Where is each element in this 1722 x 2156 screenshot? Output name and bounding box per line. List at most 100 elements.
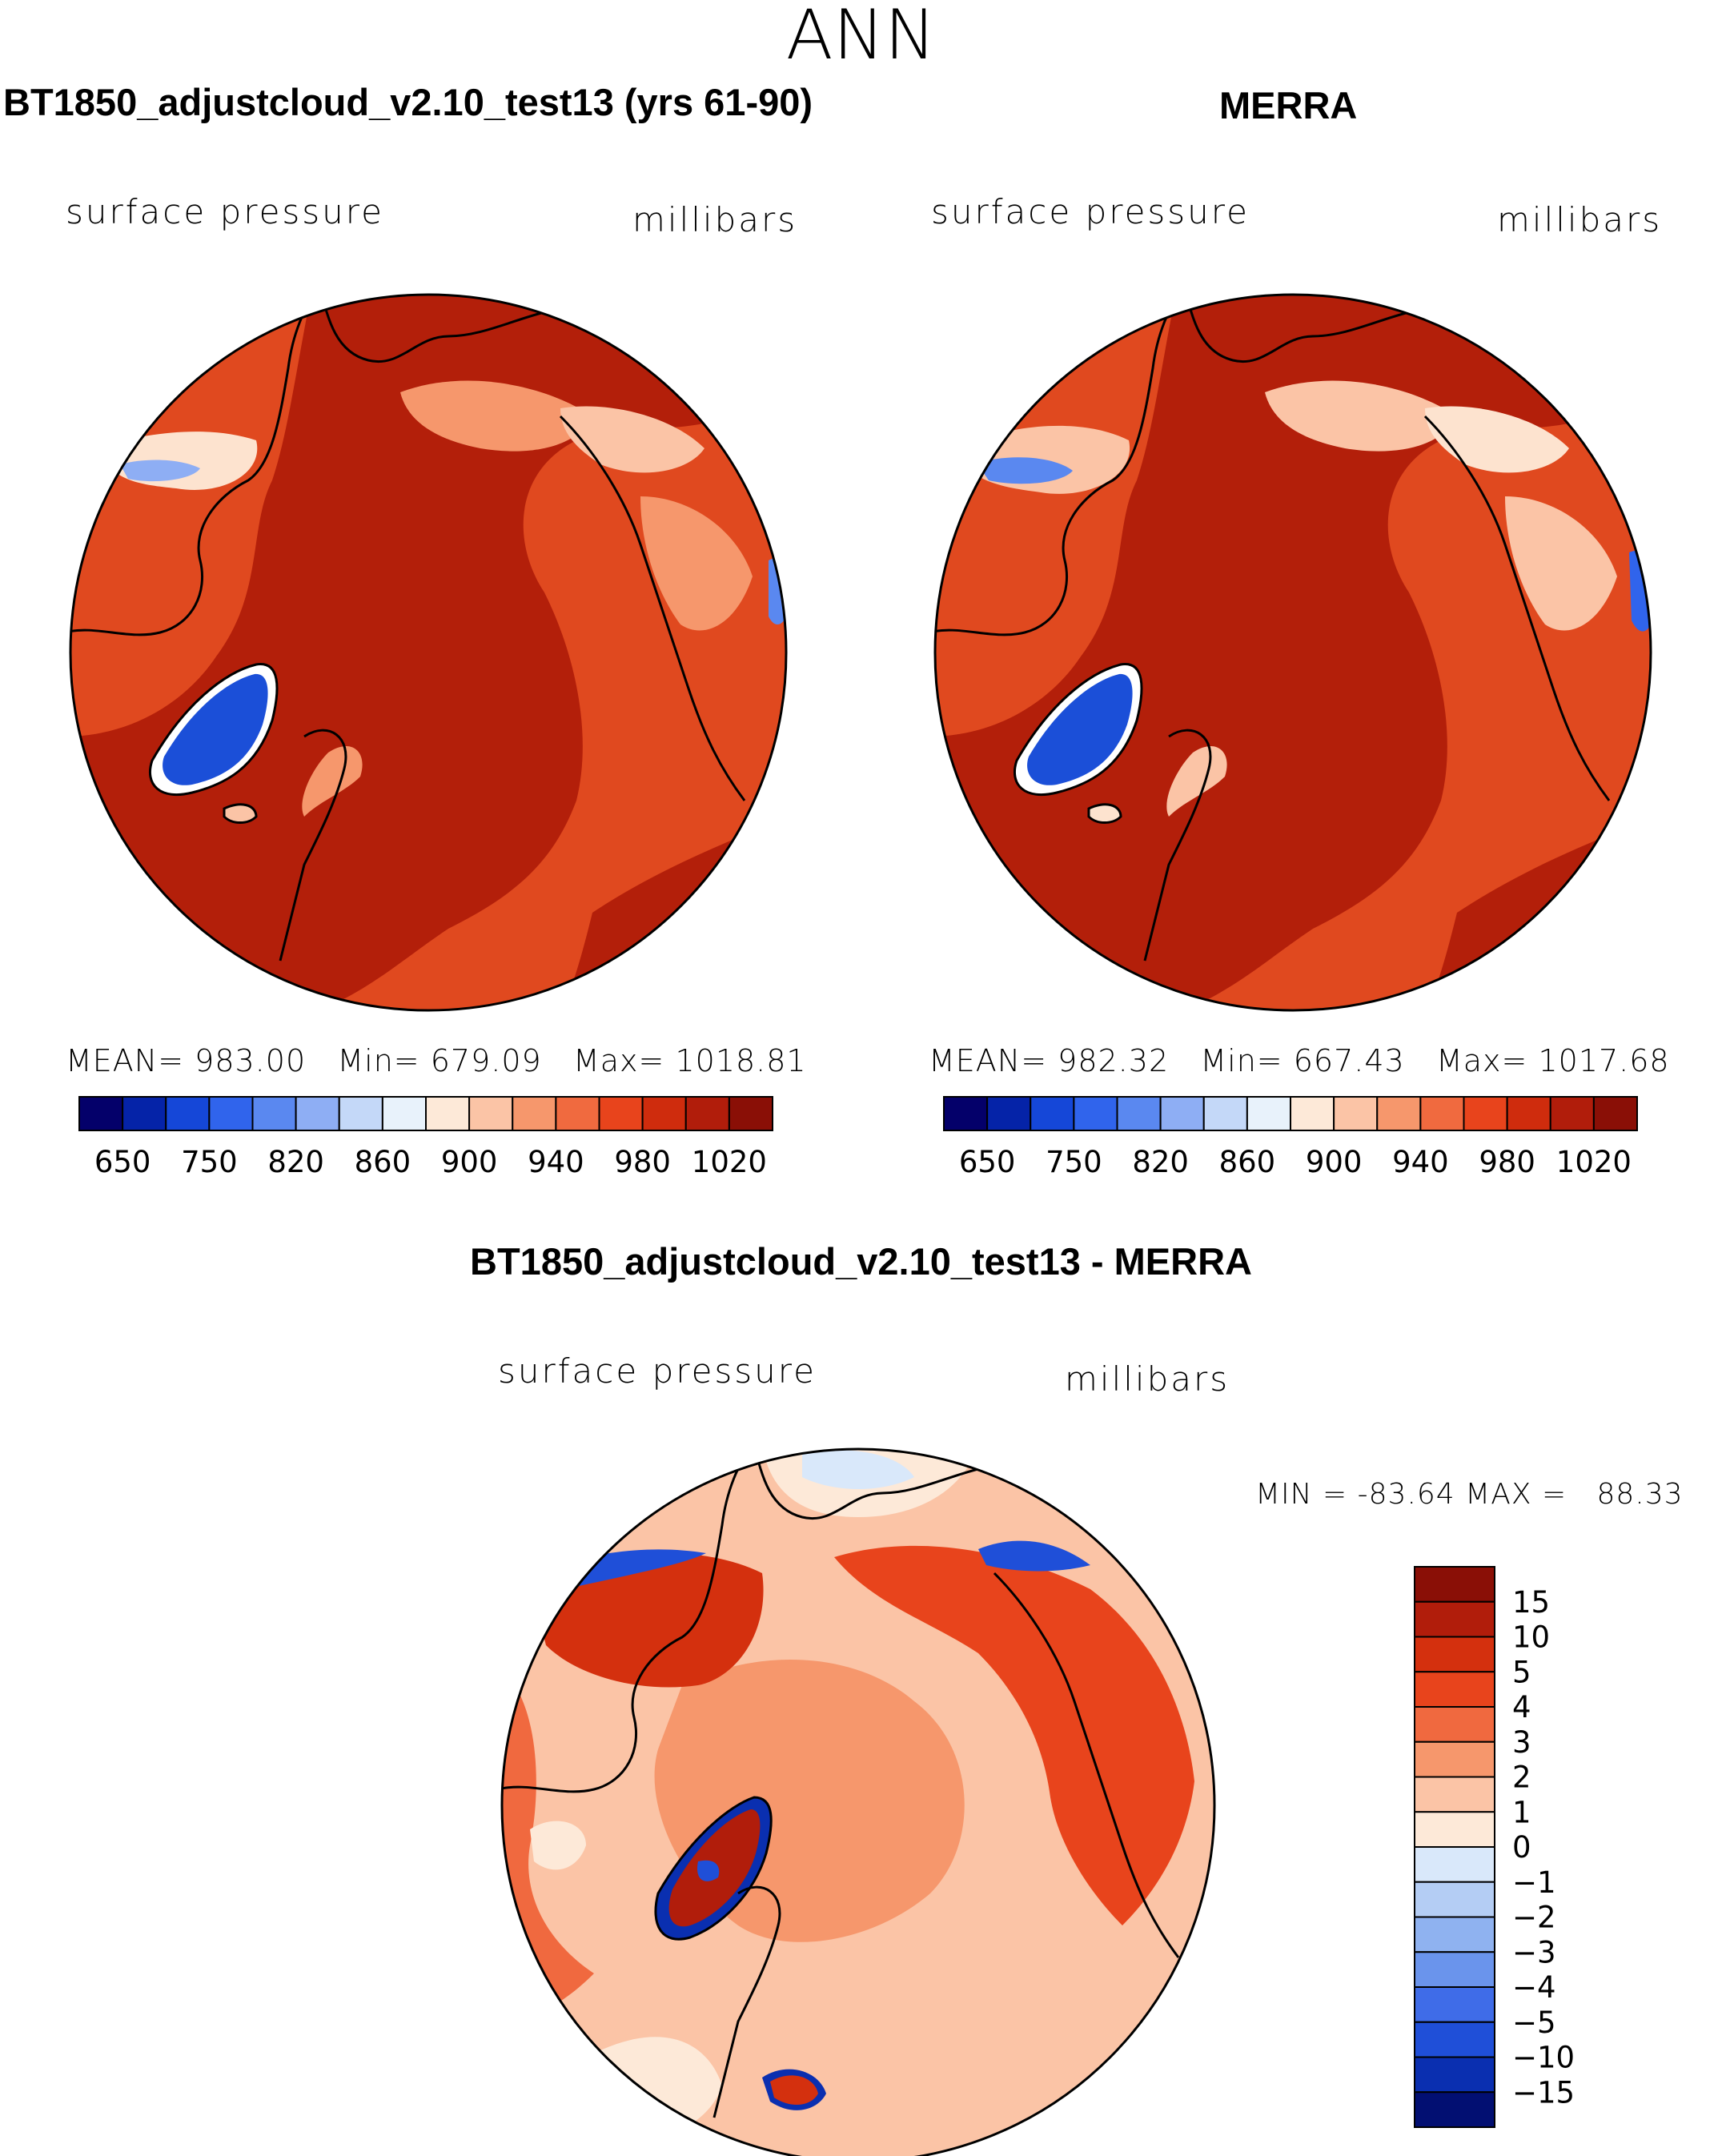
panel-right-colorbar-swatch [943, 1096, 989, 1131]
panel-right-units: millibars [1497, 200, 1663, 239]
arctic-ocean [70, 295, 786, 1010]
panel-right-colorbar-swatch [1030, 1096, 1075, 1131]
diff-colorbar-swatch [1414, 2056, 1495, 2094]
diff-colorbar-label: −2 [1512, 1901, 1556, 1935]
panel-left-colorbar-label: 900 [441, 1145, 498, 1179]
diff-colorbar-swatch [1414, 2091, 1495, 2128]
panel-right-colorbar-label: 1020 [1556, 1145, 1632, 1179]
diff-colorbar-swatch [1414, 1740, 1495, 1778]
highland-west-na [1505, 496, 1617, 631]
diff-alaska [978, 1540, 1090, 1572]
panel-right-colorbar-swatch [1159, 1096, 1205, 1131]
diff-colorbar-label: −4 [1512, 1970, 1556, 2005]
diff-colorbar-label: 15 [1512, 1585, 1550, 1620]
highland-mexico [1629, 550, 1651, 632]
highland-rockies [1425, 406, 1569, 473]
scandinavia [1166, 745, 1227, 817]
panel-left-colorbar-label: 940 [528, 1145, 584, 1179]
diff-colorbar-swatch [1414, 1846, 1495, 1883]
panel-left-colorbar-label: 820 [267, 1145, 324, 1179]
panel-left-colorbar-label: 750 [181, 1145, 238, 1179]
diff-colorbar-label: 4 [1512, 1690, 1531, 1724]
diff-scandinavia [530, 1821, 586, 1870]
panel-right-colorbar-swatch [1419, 1096, 1465, 1131]
panel-right-colorbar-swatch [1506, 1096, 1551, 1131]
highland-ridge [1265, 380, 1457, 452]
diff-colorbar-label: 3 [1512, 1725, 1531, 1760]
diff-colorbar-label: 1 [1512, 1795, 1531, 1829]
diff-colorbar-swatch [1414, 1600, 1495, 1638]
diff-colorbar-label: −1 [1512, 1865, 1556, 1900]
diff-colorbar-swatch [1414, 1811, 1495, 1848]
panel-right-colorbar-swatch [1116, 1096, 1162, 1131]
panel-left-colorbar-swatch [78, 1096, 124, 1131]
panel-right-colorbar-swatch [1290, 1096, 1335, 1131]
panel-right-colorbar-swatch [986, 1096, 1032, 1131]
greenland [163, 673, 268, 785]
scandinavia [302, 745, 363, 817]
panel-left-colorbar-swatch [728, 1096, 773, 1131]
panel-right-stats: MEAN= 982.32 Min= 667.43 Max= 1017.68 [929, 1043, 1670, 1078]
panel-right-colorbar-swatch [1246, 1096, 1291, 1131]
panel-right-colorbar-label: 900 [1306, 1145, 1363, 1179]
panel-right-variable: surface pressure [931, 192, 1250, 231]
panel-right-colorbar-swatch [1376, 1096, 1422, 1131]
panel-right-colorbar-swatch [1592, 1096, 1638, 1131]
greenland [1027, 673, 1133, 785]
panel-right-colorbar-label: 860 [1219, 1145, 1276, 1179]
panel-left-colorbar-swatch [295, 1096, 340, 1131]
panel-left-title: BT1850_adjustcloud_v2.10_test13 (yrs 61-… [3, 81, 813, 123]
diff-colorbar-swatch [1414, 1566, 1495, 1603]
diff-colorbar-label: −10 [1512, 2041, 1575, 2075]
panel-left-colorbar-swatch [512, 1096, 557, 1131]
iceland [1089, 804, 1121, 823]
diff-colorbar-swatch [1414, 1881, 1495, 1918]
panel-left-colorbar-swatch [165, 1096, 211, 1131]
panel-left-units: millibars [632, 200, 798, 239]
map-boundary [933, 293, 1652, 1012]
panel-right-colorbar-label: 650 [959, 1145, 1016, 1179]
diff-colorbar-label: 0 [1512, 1830, 1531, 1865]
panel-right-colorbar-label: 980 [1479, 1145, 1535, 1179]
diff-colorbar-label: 10 [1512, 1620, 1550, 1655]
panel-left-colorbar-label: 1020 [692, 1145, 767, 1179]
diff-units: millibars [1065, 1359, 1230, 1399]
panel-left-map [69, 293, 788, 1012]
diff-north-america [834, 1545, 1194, 1925]
diff-colorbar-label: 2 [1512, 1761, 1531, 1795]
highland-west-na [640, 496, 753, 631]
highland-rockies [560, 406, 704, 473]
diff-colorbar-label: 5 [1512, 1655, 1531, 1689]
coastlines [70, 295, 746, 962]
coastlines [935, 295, 1611, 962]
tibet-region [977, 457, 1073, 484]
diff-colorbar-swatch [1414, 1916, 1495, 1953]
panel-left-colorbar-swatch [208, 1096, 254, 1131]
panel-left-colorbar-swatch [468, 1096, 514, 1131]
panel-right-colorbar-label: 820 [1132, 1145, 1189, 1179]
panel-right-colorbar-swatch [1549, 1096, 1595, 1131]
main-title: ANN [785, 0, 937, 75]
panel-left-colorbar-label: 860 [355, 1145, 411, 1179]
diff-scandinavia-core [770, 2075, 818, 2106]
diff-colorbar-swatch [1414, 1636, 1495, 1673]
diff-coastlines [502, 1449, 1180, 2118]
panel-left-colorbar-swatch [251, 1096, 297, 1131]
panel-right-colorbar-swatch [1463, 1096, 1508, 1131]
panel-right-colorbar-label: 750 [1046, 1145, 1102, 1179]
diff-colorbar-swatch [1414, 1776, 1495, 1813]
panel-left-colorbar-label: 980 [614, 1145, 671, 1179]
arctic-ocean [935, 295, 1651, 1010]
diff-pacific-blue [802, 1450, 914, 1489]
diff-colorbar-label: −3 [1512, 1935, 1556, 1969]
panel-left-stats: MEAN= 983.00 Min= 679.09 Max= 1018.81 [66, 1043, 807, 1078]
diff-colorbar-swatch [1414, 1951, 1495, 1988]
panel-right-colorbar-swatch [1073, 1096, 1118, 1131]
diff-minmax: MIN = -83.64 MAX = 88.33 [1255, 1478, 1684, 1511]
panel-left-colorbar: 650 750 820 860 900 940 980 1020 [78, 1096, 773, 1179]
diff-map-boundary [500, 1447, 1216, 2156]
diff-colorbar-swatch [1414, 1706, 1495, 1743]
panel-left-colorbar-swatch [381, 1096, 427, 1131]
diff-map [500, 1447, 1216, 2156]
panel-right-colorbar: 650 750 820 860 900 940 980 1020 [943, 1096, 1638, 1179]
